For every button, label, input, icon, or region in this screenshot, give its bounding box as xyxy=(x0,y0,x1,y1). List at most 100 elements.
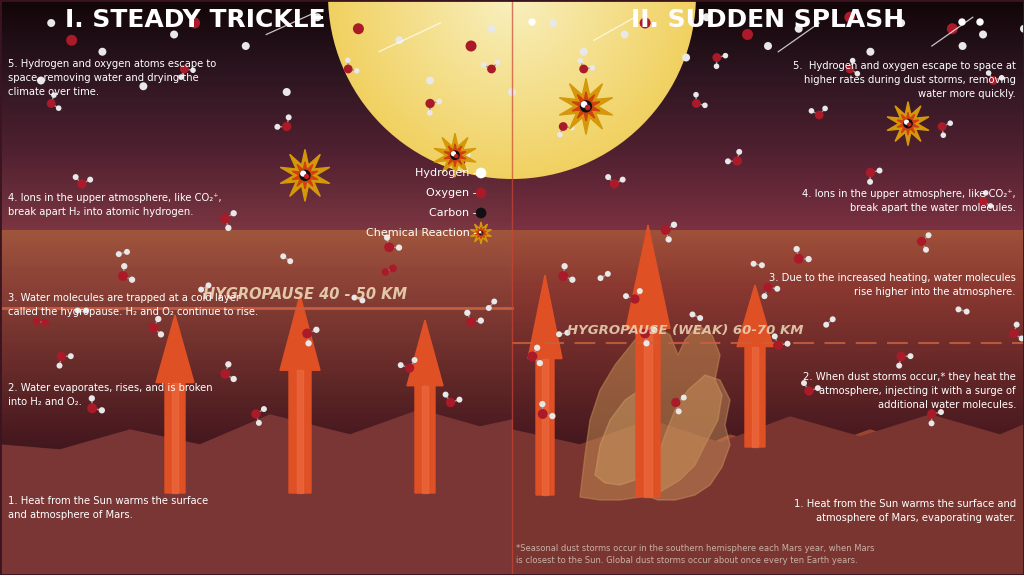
Circle shape xyxy=(534,344,541,351)
Circle shape xyxy=(377,0,647,130)
Circle shape xyxy=(56,105,61,111)
Circle shape xyxy=(478,0,546,29)
Circle shape xyxy=(714,63,719,69)
Circle shape xyxy=(432,0,592,75)
Circle shape xyxy=(462,166,468,172)
Circle shape xyxy=(940,132,946,138)
Circle shape xyxy=(302,328,312,339)
Circle shape xyxy=(621,30,629,39)
Polygon shape xyxy=(281,150,330,201)
Circle shape xyxy=(344,64,352,74)
Circle shape xyxy=(640,328,650,339)
Polygon shape xyxy=(475,227,486,239)
Circle shape xyxy=(372,0,652,135)
Circle shape xyxy=(342,0,682,165)
Polygon shape xyxy=(887,102,929,145)
Circle shape xyxy=(225,361,231,367)
Circle shape xyxy=(450,0,574,57)
Circle shape xyxy=(538,409,548,419)
Circle shape xyxy=(867,179,873,185)
Circle shape xyxy=(411,0,613,96)
Circle shape xyxy=(406,0,618,102)
Circle shape xyxy=(508,88,516,96)
Circle shape xyxy=(822,106,827,111)
Circle shape xyxy=(56,352,67,361)
Circle shape xyxy=(261,406,267,412)
Circle shape xyxy=(467,0,557,40)
Polygon shape xyxy=(595,390,660,485)
Circle shape xyxy=(339,0,685,168)
Circle shape xyxy=(356,0,668,151)
Circle shape xyxy=(283,88,291,96)
Circle shape xyxy=(330,0,694,177)
Circle shape xyxy=(643,340,649,347)
Polygon shape xyxy=(0,427,512,575)
Circle shape xyxy=(199,287,204,293)
Polygon shape xyxy=(512,415,1024,575)
Circle shape xyxy=(959,19,965,25)
Polygon shape xyxy=(297,370,303,493)
Circle shape xyxy=(380,0,644,127)
Circle shape xyxy=(426,0,598,81)
Circle shape xyxy=(505,0,519,2)
Circle shape xyxy=(896,352,906,361)
Circle shape xyxy=(382,0,642,125)
Circle shape xyxy=(503,0,521,4)
Circle shape xyxy=(345,58,350,63)
Circle shape xyxy=(440,0,584,67)
Circle shape xyxy=(501,0,523,6)
Circle shape xyxy=(426,76,434,85)
Circle shape xyxy=(300,170,306,177)
Text: Carbon -: Carbon - xyxy=(429,208,477,218)
Circle shape xyxy=(51,93,56,98)
Polygon shape xyxy=(626,225,670,497)
Circle shape xyxy=(498,0,526,9)
Circle shape xyxy=(500,0,524,7)
Circle shape xyxy=(907,353,913,359)
Circle shape xyxy=(353,23,364,34)
Circle shape xyxy=(282,122,292,131)
Circle shape xyxy=(395,0,629,112)
Circle shape xyxy=(1020,25,1024,33)
Circle shape xyxy=(466,317,476,327)
Circle shape xyxy=(359,0,665,148)
Circle shape xyxy=(87,403,97,413)
Circle shape xyxy=(490,0,534,17)
Circle shape xyxy=(465,0,559,42)
Circle shape xyxy=(428,0,596,79)
Polygon shape xyxy=(444,144,466,167)
Circle shape xyxy=(220,213,230,224)
Circle shape xyxy=(410,0,614,97)
Circle shape xyxy=(423,0,601,84)
Circle shape xyxy=(794,246,800,252)
Circle shape xyxy=(41,319,49,327)
Circle shape xyxy=(809,108,814,114)
Circle shape xyxy=(986,70,991,76)
Circle shape xyxy=(1019,335,1024,342)
Circle shape xyxy=(855,71,860,76)
Circle shape xyxy=(580,100,592,113)
Circle shape xyxy=(408,0,616,99)
Circle shape xyxy=(580,64,588,74)
Circle shape xyxy=(328,0,696,179)
Circle shape xyxy=(441,0,583,66)
Circle shape xyxy=(487,25,496,33)
Circle shape xyxy=(493,0,531,14)
Circle shape xyxy=(384,235,390,241)
Circle shape xyxy=(73,174,79,180)
Circle shape xyxy=(896,363,902,369)
Text: 2. When dust storms occur,* they heat the
atmosphere, injecting it with a surge : 2. When dust storms occur,* they heat th… xyxy=(803,372,1016,410)
Circle shape xyxy=(389,264,396,273)
Circle shape xyxy=(383,0,641,124)
Circle shape xyxy=(47,19,55,27)
Circle shape xyxy=(451,151,456,156)
Circle shape xyxy=(495,0,529,12)
Circle shape xyxy=(451,151,460,160)
Circle shape xyxy=(988,203,993,209)
Text: 5.  Hydrogen and oxygen escape to space at
higher rates during dust storms, remo: 5. Hydrogen and oxygen escape to space a… xyxy=(794,61,1016,99)
Text: 3. Due to the increased heating, water molecules
rise higher into the atmosphere: 3. Due to the increased heating, water m… xyxy=(769,273,1016,297)
Circle shape xyxy=(129,277,135,283)
Circle shape xyxy=(365,0,659,142)
Circle shape xyxy=(462,0,562,45)
Circle shape xyxy=(671,398,681,407)
